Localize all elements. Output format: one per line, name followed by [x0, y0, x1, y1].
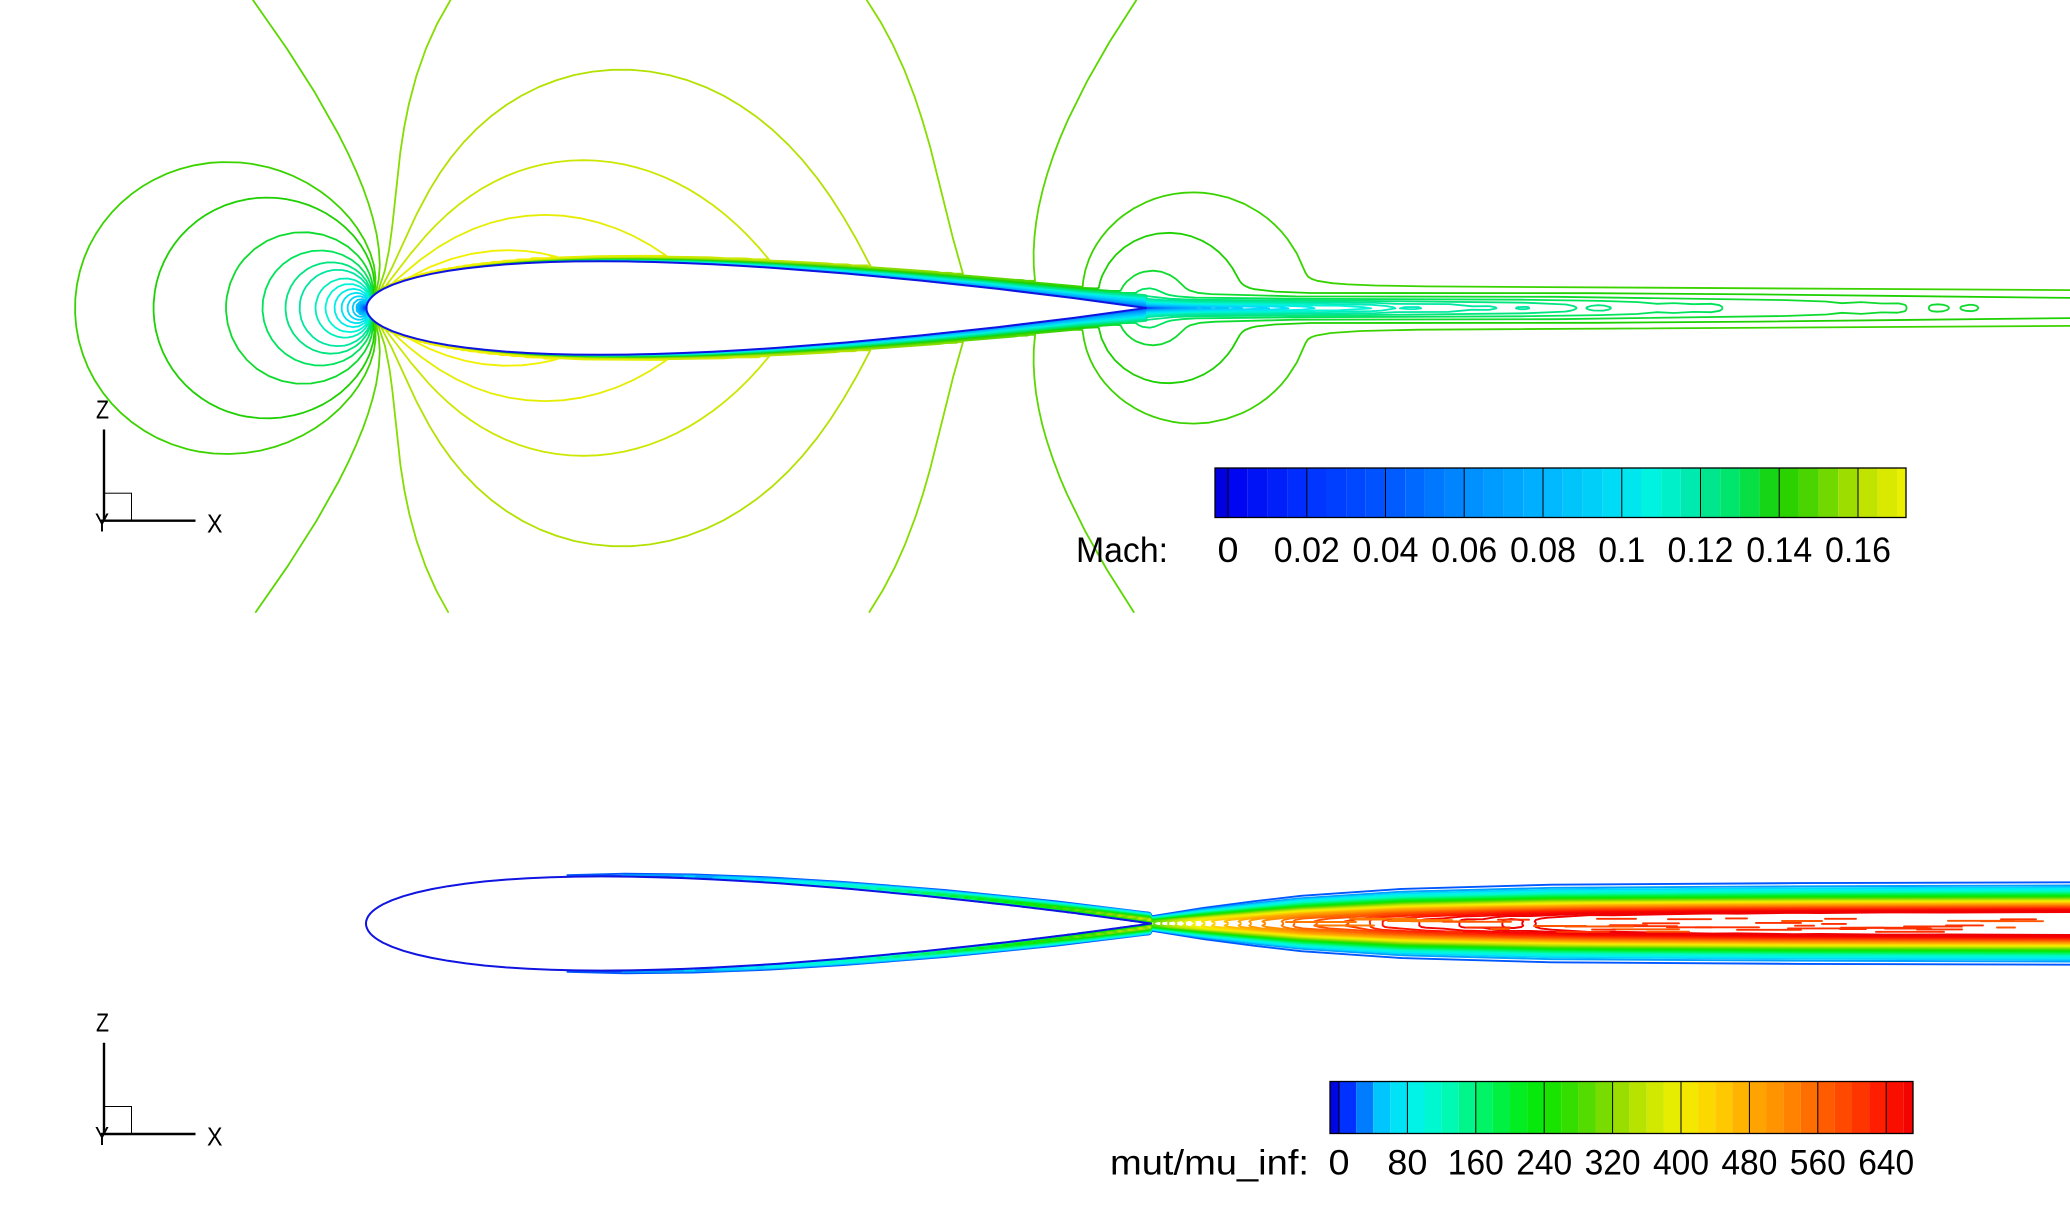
svg-text:80: 80: [1387, 1143, 1427, 1183]
svg-text:Z: Z: [96, 1008, 109, 1038]
svg-text:Y: Y: [95, 1121, 109, 1151]
svg-text:mut/mu_inf:: mut/mu_inf:: [1110, 1143, 1309, 1183]
svg-text:0: 0: [1218, 530, 1239, 570]
svg-text:0.02: 0.02: [1274, 530, 1340, 570]
svg-text:0.1: 0.1: [1598, 530, 1645, 570]
svg-text:X: X: [207, 1122, 223, 1152]
svg-text:320: 320: [1585, 1143, 1641, 1183]
svg-text:0: 0: [1329, 1143, 1350, 1183]
svg-text:480: 480: [1721, 1143, 1777, 1183]
svg-text:240: 240: [1516, 1143, 1572, 1183]
svg-text:X: X: [207, 508, 223, 538]
svg-text:160: 160: [1448, 1143, 1504, 1183]
svg-text:Mach:: Mach:: [1076, 530, 1168, 570]
svg-text:560: 560: [1790, 1143, 1846, 1183]
svg-text:0.04: 0.04: [1353, 530, 1419, 570]
svg-text:Y: Y: [95, 508, 109, 538]
svg-text:0.16: 0.16: [1825, 530, 1891, 570]
svg-text:640: 640: [1858, 1143, 1914, 1183]
svg-text:400: 400: [1653, 1143, 1709, 1183]
svg-text:0.06: 0.06: [1431, 530, 1497, 570]
svg-text:0.08: 0.08: [1510, 530, 1576, 570]
svg-text:Z: Z: [96, 394, 109, 424]
svg-text:0.14: 0.14: [1746, 530, 1812, 570]
svg-text:0.12: 0.12: [1668, 530, 1734, 570]
